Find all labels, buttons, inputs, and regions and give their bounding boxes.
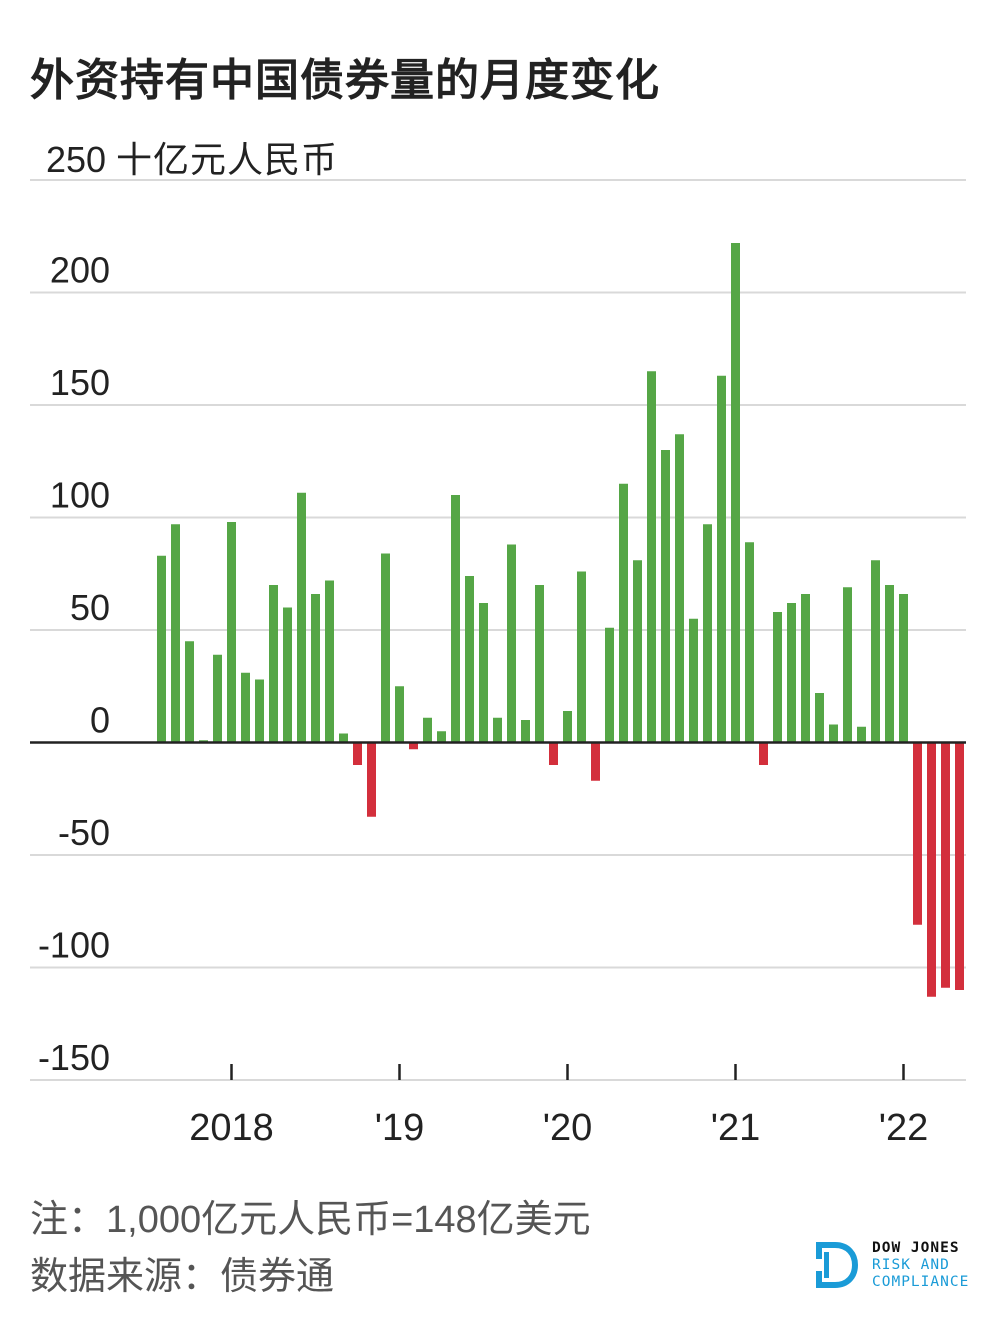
bar <box>857 726 866 743</box>
bar <box>689 618 698 743</box>
chart-title: 外资持有中国债券量的月度变化 <box>30 56 660 105</box>
bar <box>633 560 642 743</box>
bar <box>325 580 334 743</box>
bar <box>549 742 558 765</box>
x-tick-label: 2018 <box>189 1107 274 1149</box>
bar <box>381 553 390 743</box>
bar <box>213 654 222 743</box>
y-axis-labels: 250 十亿元人民币 200 150 100 50 0 -50 -100 -150 <box>38 139 338 1078</box>
bar <box>157 555 166 743</box>
bar <box>437 731 446 743</box>
bar <box>815 693 824 743</box>
y-tick-label: 50 <box>70 587 110 628</box>
bar <box>507 544 516 743</box>
y-tick-label: 250 <box>46 139 106 180</box>
bar <box>745 542 754 743</box>
y-unit-label: 十亿元人民币 <box>116 139 338 180</box>
bar <box>605 627 614 743</box>
bar <box>227 522 236 743</box>
bar <box>885 585 894 743</box>
bar <box>451 495 460 743</box>
bar <box>353 742 362 765</box>
y-tick-label: 0 <box>90 700 110 741</box>
y-tick-label: -150 <box>38 1037 110 1078</box>
bar <box>367 742 376 817</box>
bar <box>185 641 194 743</box>
x-tick-label: '20 <box>543 1107 593 1149</box>
y-tick-label: 150 <box>50 362 110 403</box>
bar <box>955 742 964 990</box>
dow-jones-d-logo-icon <box>816 1242 858 1288</box>
x-tick-label: '22 <box>879 1107 929 1149</box>
bar <box>535 585 544 743</box>
bar <box>409 742 418 750</box>
bar <box>731 243 740 743</box>
bar <box>563 711 572 743</box>
bar <box>577 571 586 743</box>
x-axis-labels: 2018 '19 '20 '21 '22 <box>189 1064 928 1149</box>
dow-jones-logo: DOW JONES RISK AND COMPLIANCE <box>816 1240 991 1292</box>
bar <box>493 717 502 743</box>
bar <box>759 742 768 765</box>
bar <box>255 679 264 743</box>
bar <box>717 375 726 743</box>
source-note: 数据来源：债券通 <box>30 1256 335 1298</box>
bar <box>465 576 474 743</box>
bar <box>927 742 936 997</box>
y-tick-label: 100 <box>50 475 110 516</box>
bar <box>171 524 180 743</box>
x-tick-label: '21 <box>711 1107 761 1149</box>
bar <box>395 686 404 743</box>
y-tick-label: -100 <box>38 925 110 966</box>
bar <box>675 434 684 743</box>
bar <box>521 720 530 743</box>
bar <box>479 603 488 743</box>
bar <box>339 733 348 743</box>
footnote: 注：1,000亿元人民币=148亿美元 <box>30 1199 591 1241</box>
bar <box>269 585 278 743</box>
bar <box>619 483 628 743</box>
bar <box>647 371 656 743</box>
x-tick-label: '19 <box>375 1107 425 1149</box>
bar <box>241 672 250 743</box>
bar <box>941 742 950 988</box>
bar <box>871 560 880 743</box>
bar <box>801 594 810 743</box>
bar <box>773 612 782 743</box>
y-tick-label: -50 <box>58 812 110 853</box>
logo-line-2: RISK AND <box>872 1257 950 1273</box>
bar <box>591 742 600 781</box>
bar <box>829 724 838 743</box>
bar <box>423 717 432 743</box>
bar <box>787 603 796 743</box>
y-tick-label: 200 <box>50 250 110 291</box>
bar <box>661 450 670 743</box>
bar <box>283 607 292 743</box>
bar <box>311 594 320 743</box>
bar <box>703 524 712 743</box>
bar-chart: 250 十亿元人民币 200 150 100 50 0 -50 -100 -150 2018 '19… <box>30 139 966 1149</box>
bar <box>899 594 908 743</box>
gridlines <box>30 179 966 1081</box>
bar <box>297 492 306 743</box>
logo-line-1: DOW JONES <box>872 1240 960 1256</box>
bar <box>913 742 922 925</box>
bar <box>843 587 852 743</box>
bar-series <box>157 243 964 997</box>
logo-line-3: COMPLIANCE <box>872 1274 970 1290</box>
